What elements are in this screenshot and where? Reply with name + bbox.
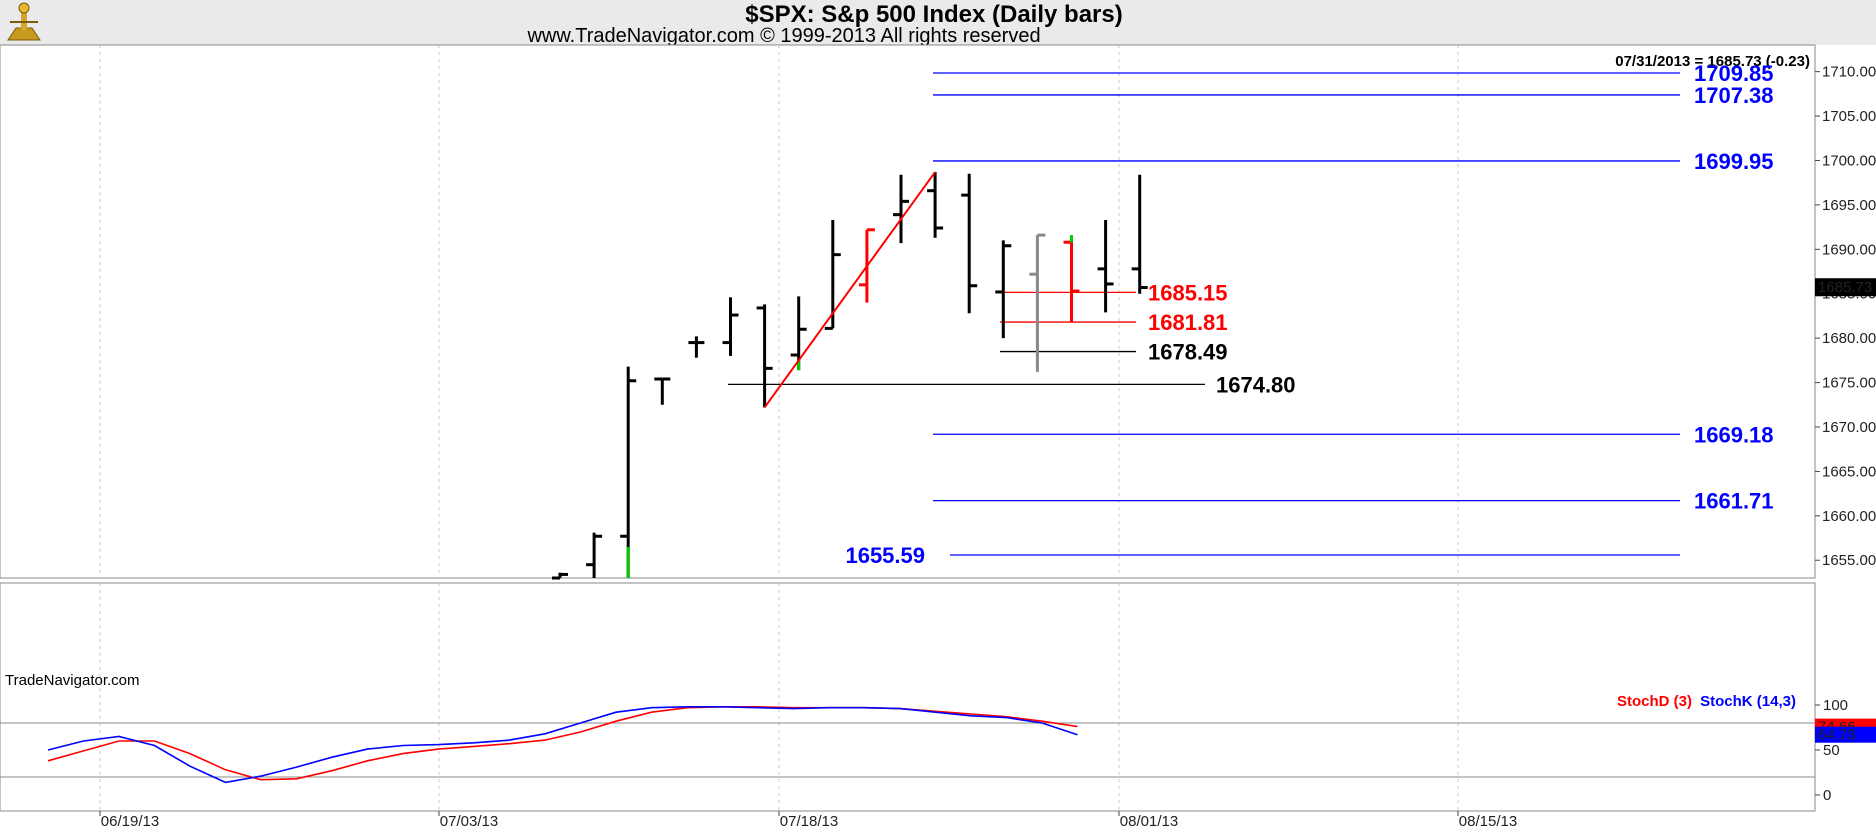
level-label: 1661.71 <box>1694 489 1774 514</box>
osc-tick-label: 0 <box>1823 787 1831 804</box>
y-tick-label: 1675.00 <box>1822 375 1876 392</box>
y-tick-label: 1700.00 <box>1822 152 1876 169</box>
osc-tick-label: 100 <box>1823 697 1848 714</box>
last-price-label: 1685.73 <box>1818 279 1872 296</box>
y-tick-label: 1680.00 <box>1822 330 1876 347</box>
oscillator-layer: StochD (3) StochK (14,3) <box>0 693 1815 784</box>
level-label: 1699.95 <box>1694 149 1774 174</box>
bar-layer <box>552 171 1148 580</box>
last-quote: 07/31/2013 = 1685.73 (-0.23) <box>1615 53 1810 70</box>
x-tick-label: 07/18/13 <box>780 813 838 828</box>
trend-line <box>763 171 936 409</box>
watermark-text: TradeNavigator.com <box>5 672 140 689</box>
y-tick-label: 1705.00 <box>1822 108 1876 125</box>
y-tick-label: 1710.00 <box>1822 64 1876 81</box>
legend-stochd: StochD (3) <box>1617 693 1692 710</box>
last-price-box <box>1815 278 1876 297</box>
x-tick-label: 07/03/13 <box>440 813 498 828</box>
y-tick-label: 1655.00 <box>1822 552 1876 569</box>
y-tick-label: 1690.00 <box>1822 241 1876 258</box>
y-tick-label: 1660.00 <box>1822 508 1876 525</box>
oscillator-line <box>47 705 1078 784</box>
level-label: 1669.18 <box>1694 422 1774 447</box>
y-tick-label: 1665.00 <box>1822 463 1876 480</box>
logo-icon <box>7 2 41 41</box>
level-label: 1674.80 <box>1216 372 1296 397</box>
level-label: 1685.15 <box>1148 280 1228 305</box>
y-tick-label: 1670.00 <box>1822 419 1876 436</box>
level-label: 1655.59 <box>845 543 925 568</box>
chart-title: $SPX: S&p 500 Index (Daily bars) <box>745 1 1122 28</box>
header-band <box>0 0 1876 45</box>
chart-subtitle: www.TradeNavigator.com © 1999-2013 All r… <box>526 25 1040 47</box>
osc-tick-label: 50 <box>1823 742 1840 759</box>
level-label: 1678.49 <box>1148 340 1228 365</box>
level-label: 1681.81 <box>1148 310 1228 335</box>
osc-last-label: 64.73 <box>1818 727 1856 744</box>
axis-layer: 06/19/13 07/03/13 07/18/13 08/01/13 08/15/13… <box>99 64 1876 828</box>
legend-stochk: StochK (14,3) <box>1700 693 1796 710</box>
x-tick-label: 06/19/13 <box>101 813 159 828</box>
y-tick-label: 1695.00 <box>1822 197 1876 214</box>
osc-last-box <box>1815 726 1876 743</box>
x-tick-label: 08/15/13 <box>1459 813 1517 828</box>
price-panel <box>0 44 1816 579</box>
grid-layer <box>99 45 1459 811</box>
level-label: 1707.38 <box>1694 83 1774 108</box>
oscillator-panel <box>0 582 1816 812</box>
x-tick-label: 08/01/13 <box>1120 813 1178 828</box>
level-label: 1709.85 <box>1694 61 1774 86</box>
